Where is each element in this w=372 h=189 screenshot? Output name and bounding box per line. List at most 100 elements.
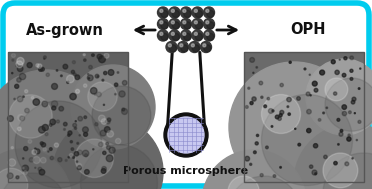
Circle shape [57, 120, 60, 123]
Circle shape [306, 92, 310, 96]
Circle shape [195, 10, 202, 17]
Circle shape [97, 54, 102, 59]
Circle shape [43, 148, 46, 151]
Circle shape [94, 94, 96, 95]
Circle shape [207, 22, 214, 29]
Circle shape [70, 141, 73, 143]
Circle shape [189, 42, 200, 53]
Circle shape [17, 96, 23, 102]
Circle shape [256, 67, 257, 68]
Circle shape [115, 83, 118, 86]
Circle shape [67, 75, 74, 83]
Circle shape [68, 134, 70, 136]
Circle shape [157, 7, 169, 18]
Circle shape [250, 163, 252, 165]
Circle shape [206, 32, 209, 35]
Circle shape [334, 161, 337, 165]
Circle shape [338, 144, 339, 145]
Circle shape [15, 101, 102, 188]
Circle shape [295, 128, 296, 129]
Circle shape [104, 53, 109, 58]
Circle shape [255, 142, 258, 145]
Circle shape [75, 121, 76, 122]
Circle shape [171, 9, 174, 12]
Circle shape [306, 59, 372, 135]
Circle shape [76, 89, 80, 93]
Circle shape [345, 162, 349, 166]
Circle shape [58, 158, 62, 162]
Circle shape [74, 73, 76, 76]
Circle shape [184, 10, 191, 17]
Circle shape [83, 150, 89, 156]
Circle shape [84, 170, 89, 174]
Circle shape [331, 60, 335, 64]
FancyBboxPatch shape [244, 52, 364, 182]
Circle shape [73, 156, 75, 158]
Circle shape [195, 22, 202, 29]
Circle shape [28, 140, 32, 143]
Circle shape [79, 135, 80, 136]
Circle shape [0, 149, 71, 189]
Circle shape [87, 73, 89, 75]
Circle shape [68, 131, 72, 135]
Circle shape [253, 151, 256, 154]
Circle shape [314, 88, 318, 92]
Circle shape [119, 91, 125, 97]
Circle shape [268, 109, 273, 113]
Circle shape [24, 146, 28, 151]
Circle shape [194, 9, 198, 12]
Circle shape [157, 30, 169, 41]
Circle shape [180, 44, 183, 47]
Circle shape [202, 150, 306, 189]
Circle shape [14, 98, 15, 100]
Circle shape [78, 116, 83, 121]
Circle shape [25, 90, 28, 93]
Circle shape [38, 167, 42, 171]
Circle shape [64, 129, 65, 130]
Circle shape [350, 77, 353, 80]
Circle shape [350, 69, 353, 72]
Circle shape [201, 42, 212, 53]
Circle shape [183, 32, 186, 35]
Circle shape [122, 108, 128, 115]
Circle shape [35, 149, 40, 154]
Circle shape [350, 56, 353, 60]
Circle shape [65, 159, 67, 161]
Circle shape [17, 66, 23, 72]
Circle shape [253, 72, 254, 73]
Circle shape [102, 79, 104, 81]
Circle shape [206, 9, 209, 12]
Circle shape [117, 72, 119, 73]
Circle shape [7, 116, 13, 122]
Circle shape [267, 97, 270, 100]
Circle shape [77, 163, 81, 168]
Circle shape [107, 118, 111, 122]
Circle shape [88, 78, 90, 79]
Circle shape [172, 22, 179, 29]
Circle shape [70, 93, 76, 100]
Circle shape [184, 33, 191, 40]
Circle shape [17, 114, 24, 121]
Circle shape [15, 84, 19, 88]
Circle shape [29, 158, 33, 162]
Circle shape [17, 57, 24, 65]
Circle shape [323, 153, 358, 188]
Circle shape [0, 70, 108, 189]
Circle shape [106, 142, 109, 145]
Circle shape [71, 148, 74, 150]
Circle shape [192, 7, 203, 18]
Circle shape [169, 30, 180, 41]
Circle shape [312, 170, 317, 175]
Circle shape [312, 81, 317, 86]
Circle shape [320, 70, 325, 75]
Circle shape [250, 57, 254, 62]
Circle shape [80, 145, 157, 189]
Circle shape [207, 10, 214, 17]
Circle shape [194, 32, 198, 35]
Circle shape [203, 19, 215, 29]
Text: Porous microsphere: Porous microsphere [124, 166, 248, 176]
Circle shape [180, 30, 192, 41]
Circle shape [103, 151, 106, 155]
Circle shape [97, 76, 99, 77]
Circle shape [96, 92, 101, 97]
